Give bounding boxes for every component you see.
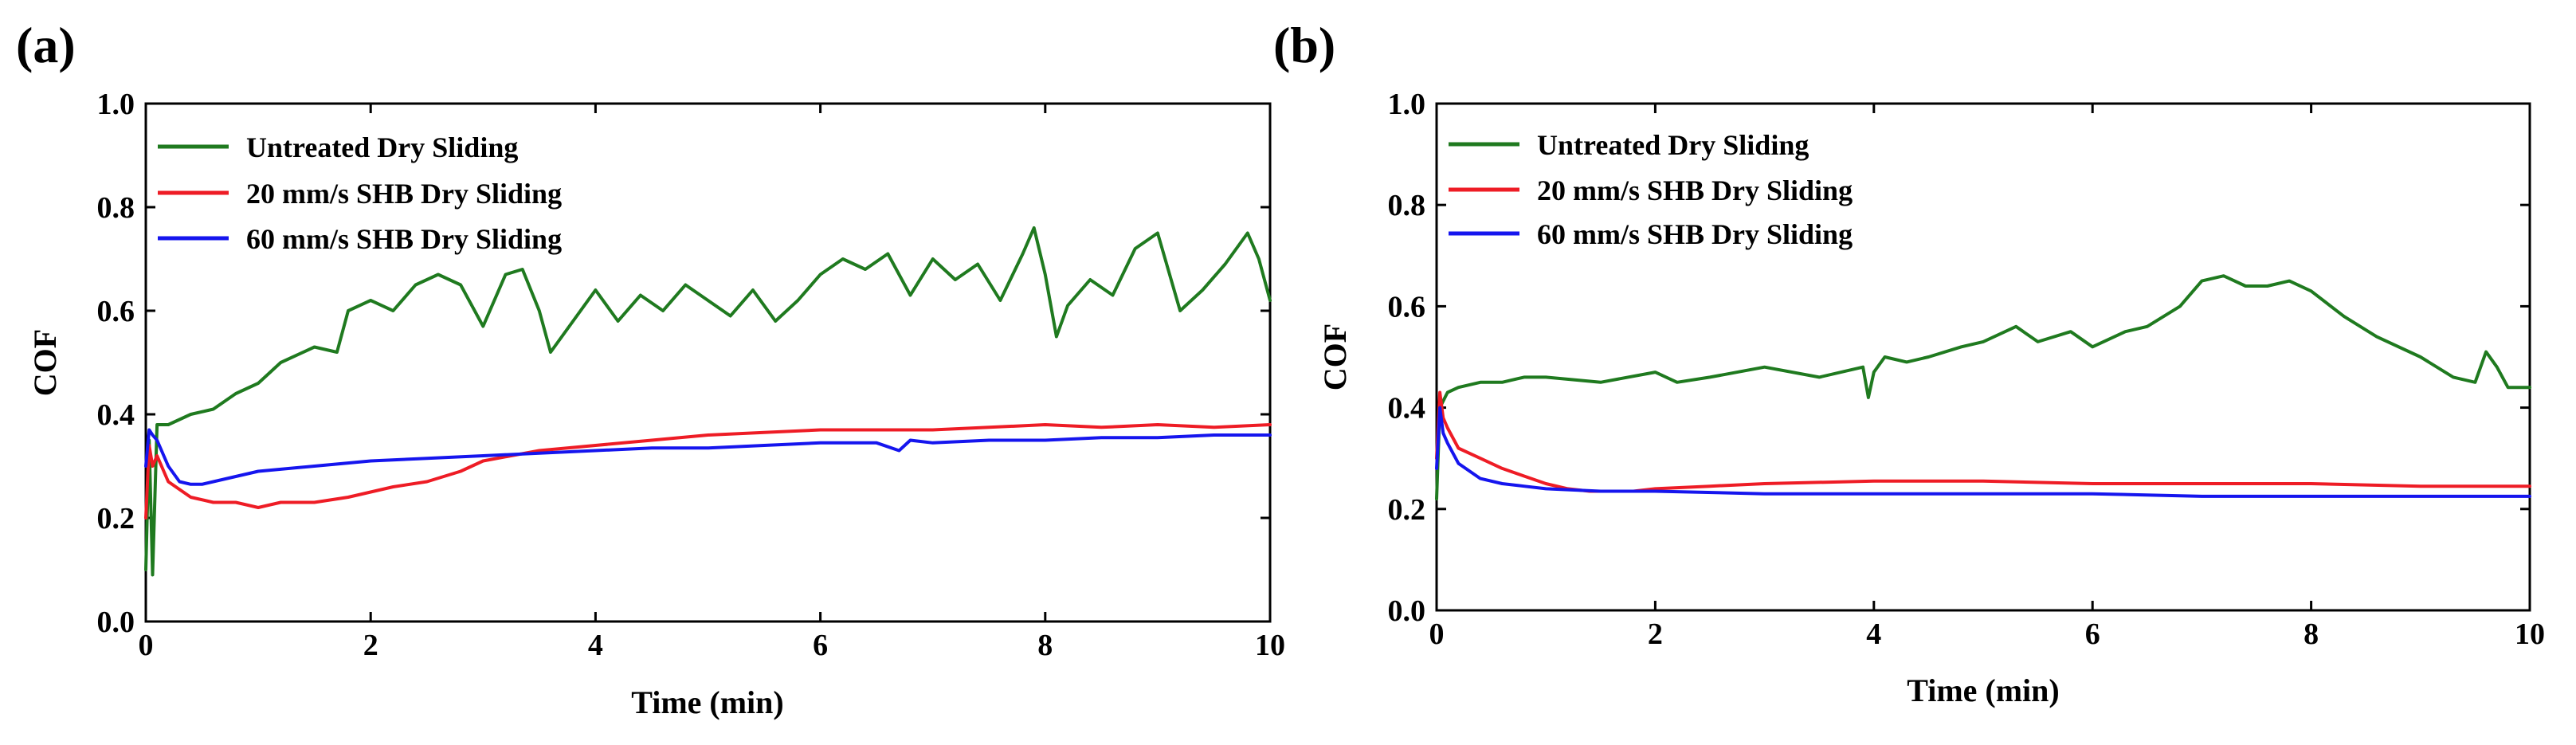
x-tick-label-b: 0 [1429, 618, 1445, 651]
y-tick-label-a: 1.0 [97, 88, 135, 121]
x-tick-label-b: 10 [2515, 618, 2545, 651]
series-line-60mms-b [1435, 406, 2531, 498]
x-axis-title-b: Time (min) [1907, 672, 2059, 708]
series-line-20mms-a [144, 423, 1272, 520]
panel-a: (a) 0.0 0.2 0.4 0.6 0.8 1.0 0 2 4 6 8 10 COF Time … [16, 17, 1285, 720]
plot-frame-b [1435, 102, 2531, 612]
y-axis-a: 0.0 0.2 0.4 0.6 0.8 1.0 [97, 88, 1270, 639]
y-axis-title-a: COF [27, 329, 63, 396]
y-tick-label-a: 0.4 [97, 398, 135, 432]
legend-label-20mms-b: 20 mm/s SHB Dry Sliding [1537, 174, 1853, 206]
legend-a: Untreated Dry Sliding 20 mm/s SHB Dry Sl… [158, 131, 562, 255]
series-group-b [1435, 274, 2531, 501]
legend-label-untreated-b: Untreated Dry Sliding [1537, 129, 1809, 161]
plot-frame-a [144, 102, 1272, 623]
x-tick-label-a: 0 [139, 629, 154, 662]
legend-label-20mms-a: 20 mm/s SHB Dry Sliding [246, 178, 562, 210]
y-tick-label-a: 0.6 [97, 295, 135, 328]
series-line-20mms-b [1435, 390, 2531, 493]
x-axis-b: 0 2 4 6 8 10 [1429, 104, 2545, 651]
y-tick-label-b: 0.0 [1388, 594, 1426, 628]
panel-label-a: (a) [16, 17, 76, 73]
x-tick-label-b: 8 [2304, 618, 2319, 651]
y-tick-label-b: 0.4 [1388, 392, 1426, 425]
x-tick-label-b: 2 [1648, 618, 1663, 651]
series-group-a [144, 226, 1272, 577]
y-tick-label-b: 0.6 [1388, 290, 1426, 323]
x-axis-title-a: Time (min) [631, 684, 783, 720]
x-tick-label-a: 4 [588, 629, 603, 662]
y-tick-label-a: 0.8 [97, 191, 135, 225]
x-axis-a: 0 2 4 6 8 10 [139, 104, 1285, 662]
x-tick-label-a: 8 [1037, 629, 1053, 662]
series-line-untreated-a [144, 226, 1272, 577]
x-tick-label-a: 10 [1255, 629, 1285, 662]
x-tick-label-a: 6 [813, 629, 828, 662]
y-tick-label-b: 0.2 [1388, 493, 1426, 527]
legend-label-60mms-a: 60 mm/s SHB Dry Sliding [246, 223, 562, 255]
x-tick-label-a: 2 [363, 629, 378, 662]
legend-label-60mms-b: 60 mm/s SHB Dry Sliding [1537, 218, 1853, 250]
legend-b: Untreated Dry Sliding 20 mm/s SHB Dry Sl… [1449, 129, 1853, 250]
y-axis-b: 0.0 0.2 0.4 0.6 0.8 1.0 [1388, 88, 2530, 628]
y-tick-label-b: 1.0 [1388, 88, 1426, 121]
legend-label-untreated-a: Untreated Dry Sliding [246, 131, 518, 163]
panel-label-b: (b) [1273, 17, 1335, 73]
series-line-untreated-b [1435, 274, 2531, 501]
series-line-60mms-a [144, 428, 1272, 486]
x-tick-label-b: 6 [2085, 618, 2100, 651]
y-tick-label-a: 0.0 [97, 606, 135, 639]
x-tick-label-b: 4 [1866, 618, 1881, 651]
panel-b: (b) 0.0 0.2 0.4 0.6 0.8 1.0 0 2 4 6 8 10 COF Time … [1273, 17, 2545, 708]
y-tick-label-b: 0.8 [1388, 189, 1426, 222]
y-tick-label-a: 0.2 [97, 502, 135, 535]
y-axis-title-b: COF [1317, 323, 1353, 390]
